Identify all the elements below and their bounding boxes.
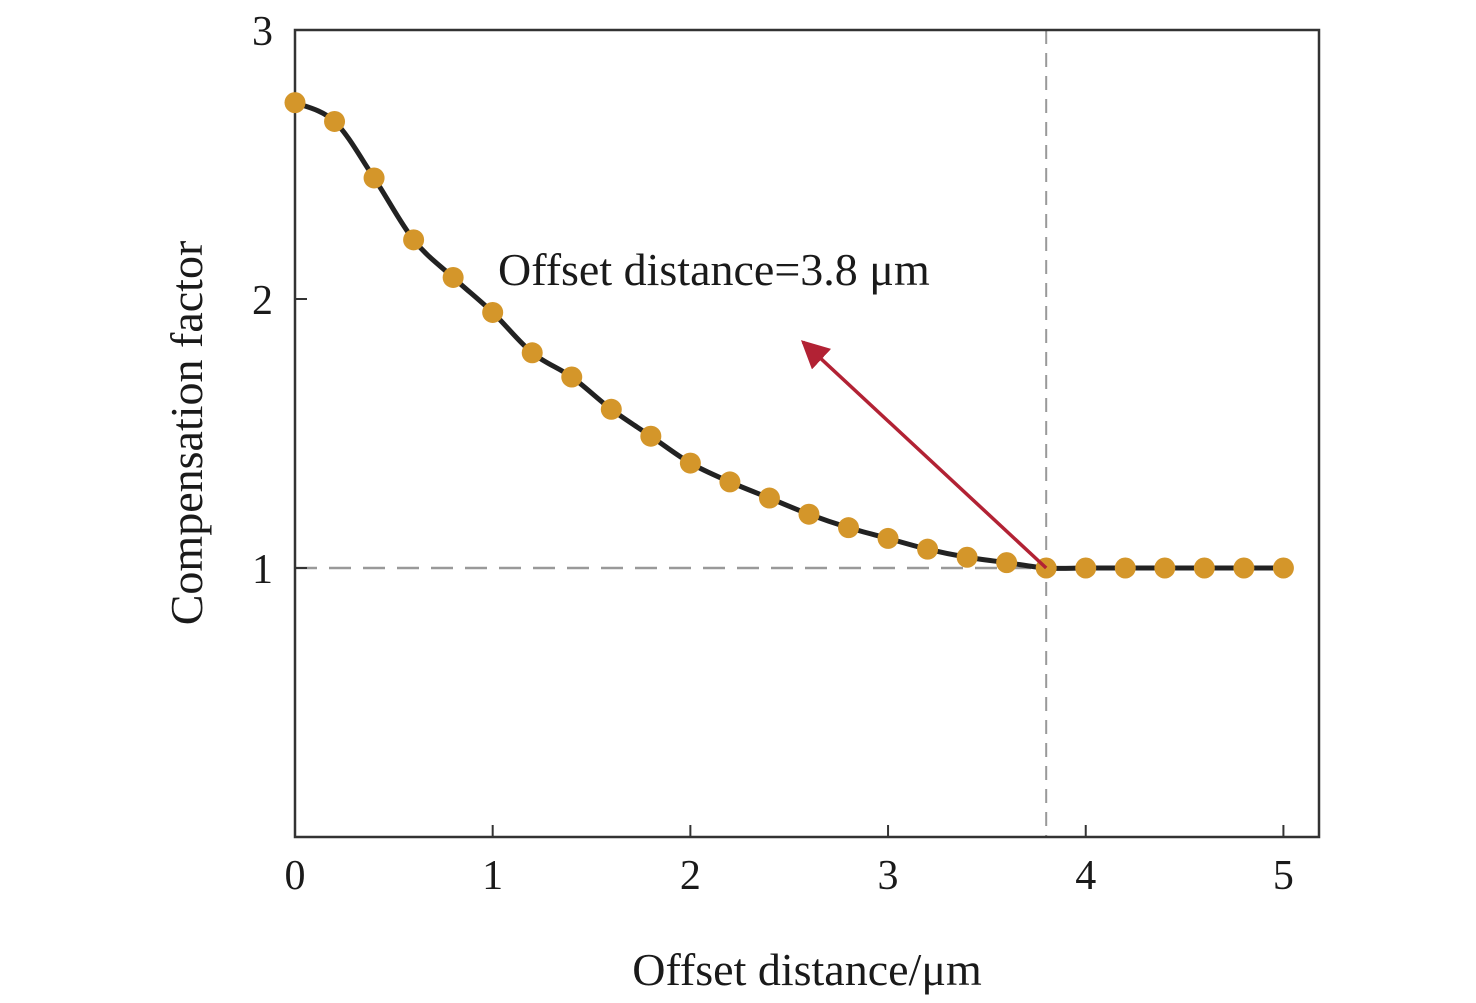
data-point — [877, 527, 899, 549]
x-tick-label: 0 — [285, 853, 306, 899]
x-tick-label: 3 — [878, 853, 899, 899]
data-point — [442, 266, 464, 288]
data-point — [1114, 557, 1136, 579]
data-point — [521, 342, 543, 364]
data-point — [363, 167, 385, 189]
y-tick-label: 2 — [252, 278, 273, 324]
y-tick-label: 1 — [252, 547, 273, 593]
y-tick-label: 3 — [252, 9, 273, 55]
data-point — [679, 452, 701, 474]
reference-lines — [295, 30, 1048, 837]
data-point — [324, 110, 346, 132]
data-point — [719, 471, 741, 493]
data-point — [996, 552, 1018, 574]
data-point — [1193, 557, 1215, 579]
data-point — [1075, 557, 1097, 579]
data-point — [403, 229, 425, 251]
data-point — [561, 366, 583, 388]
data-point — [1233, 557, 1255, 579]
data-point — [1154, 557, 1176, 579]
annotation-group: Offset distance=3.8 μm — [498, 244, 1048, 570]
axis-ticks: 0 1 2 3 4 5 1 2 3 — [252, 9, 1294, 899]
data-point — [798, 503, 820, 525]
data-point — [600, 398, 622, 420]
annotation-arrow — [800, 340, 1048, 570]
data-series — [284, 92, 1294, 579]
x-tick-label: 1 — [482, 853, 503, 899]
y-axis-label: Compensation factor — [161, 241, 212, 626]
data-point — [758, 487, 780, 509]
data-point — [482, 301, 504, 323]
data-point — [956, 546, 978, 568]
x-tick-label: 4 — [1075, 853, 1096, 899]
series-line — [293, 100, 1284, 571]
x-axis-label: Offset distance/μm — [632, 944, 982, 995]
x-tick-label: 2 — [680, 853, 701, 899]
plot-frame — [293, 28, 1321, 839]
data-point — [284, 92, 306, 114]
data-point — [917, 538, 939, 560]
data-point — [1272, 557, 1294, 579]
x-tick-label: 5 — [1273, 853, 1294, 899]
data-point — [838, 517, 860, 539]
annotation-text: Offset distance=3.8 μm — [498, 244, 930, 295]
data-point — [640, 425, 662, 447]
